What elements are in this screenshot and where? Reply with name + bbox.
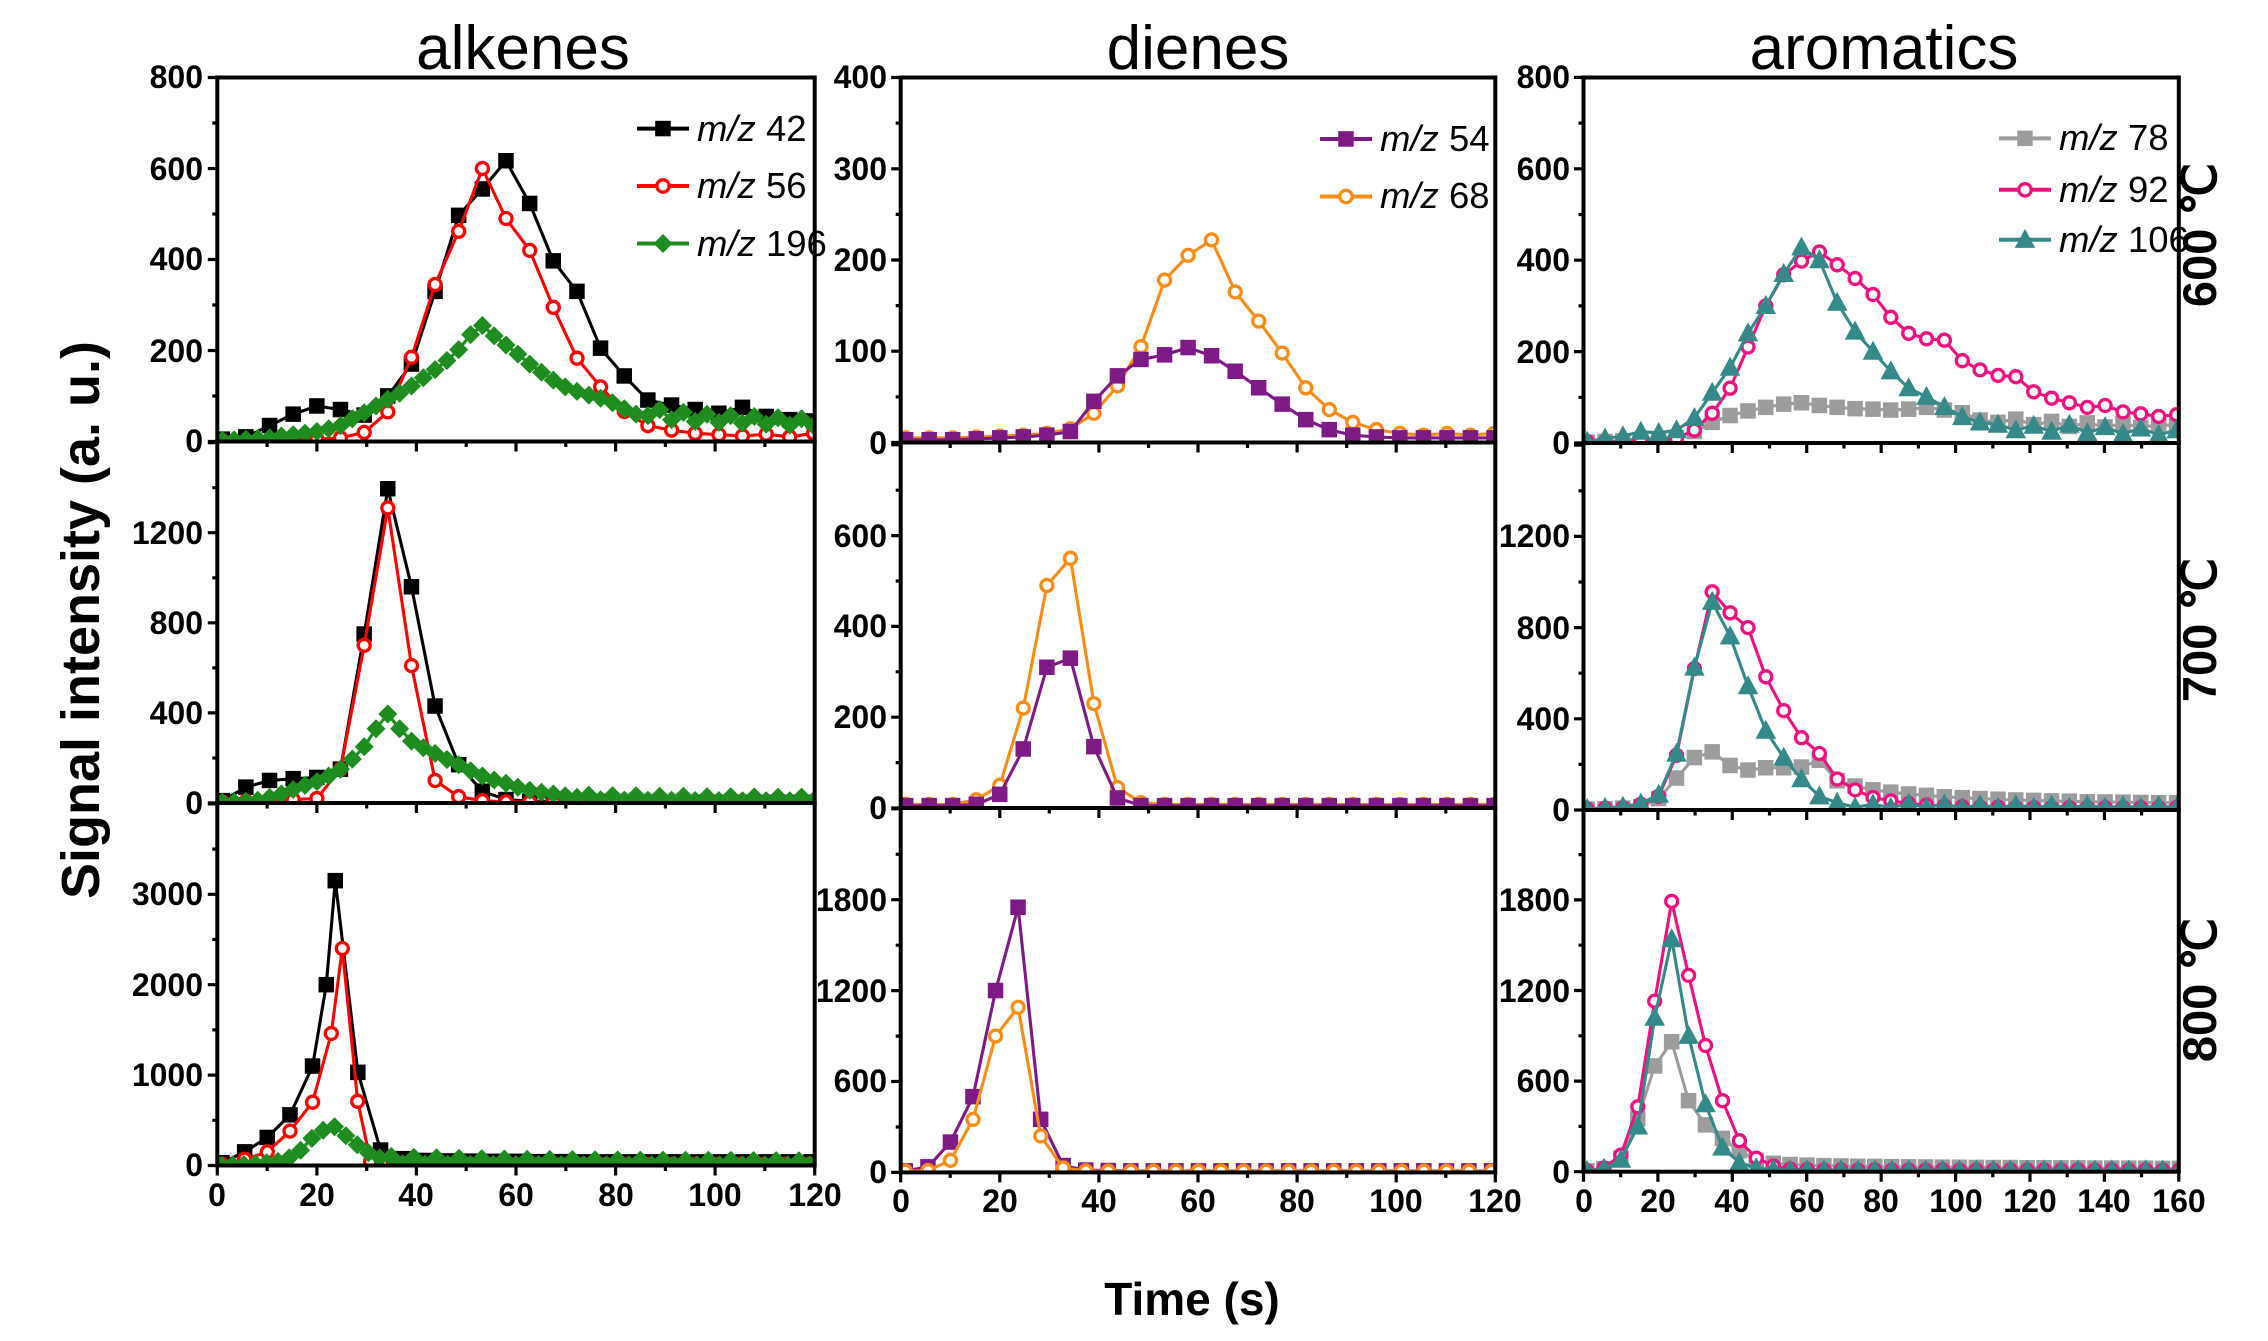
svg-text:m/z 106: m/z 106 (2059, 219, 2189, 260)
svg-text:100: 100 (834, 333, 887, 369)
svg-text:0: 0 (1575, 1183, 1593, 1219)
svg-text:0: 0 (1552, 792, 1570, 828)
svg-text:1000: 1000 (132, 1057, 203, 1093)
svg-text:800 ℃: 800 ℃ (2173, 918, 2226, 1062)
svg-text:100: 100 (1929, 1183, 1982, 1219)
svg-text:0: 0 (185, 1147, 203, 1183)
svg-text:140: 140 (2077, 1183, 2130, 1219)
svg-text:600: 600 (1517, 151, 1570, 187)
svg-text:800: 800 (1517, 59, 1570, 95)
svg-text:20: 20 (982, 1183, 1018, 1219)
svg-text:400: 400 (1517, 701, 1570, 737)
svg-text:300: 300 (834, 151, 887, 187)
svg-text:200: 200 (834, 242, 887, 278)
svg-text:400: 400 (150, 695, 203, 731)
svg-text:200: 200 (150, 333, 203, 369)
svg-text:600: 600 (150, 151, 203, 187)
svg-text:60: 60 (1789, 1183, 1825, 1219)
svg-text:800: 800 (1517, 610, 1570, 646)
svg-text:0: 0 (208, 1177, 226, 1213)
svg-text:100: 100 (688, 1177, 741, 1213)
svg-text:120: 120 (1468, 1183, 1521, 1219)
svg-text:700 ℃: 700 ℃ (2173, 558, 2226, 702)
svg-text:200: 200 (1517, 334, 1570, 370)
svg-text:1800: 1800 (816, 882, 887, 918)
svg-text:100: 100 (1369, 1183, 1422, 1219)
svg-text:m/z 54: m/z 54 (1380, 118, 1490, 159)
svg-text:m/z 56: m/z 56 (697, 165, 807, 206)
svg-text:400: 400 (1517, 242, 1570, 278)
svg-text:20: 20 (299, 1177, 335, 1213)
svg-text:1200: 1200 (1499, 973, 1570, 1009)
svg-text:800: 800 (150, 59, 203, 95)
svg-text:600: 600 (834, 1063, 887, 1099)
svg-text:0: 0 (869, 425, 887, 461)
svg-text:0: 0 (185, 423, 203, 459)
svg-text:200: 200 (834, 699, 887, 735)
svg-text:1200: 1200 (816, 973, 887, 1009)
svg-text:m/z 78: m/z 78 (2059, 117, 2169, 158)
svg-text:20: 20 (1640, 1183, 1676, 1219)
svg-text:800: 800 (150, 605, 203, 641)
svg-text:0: 0 (1552, 425, 1570, 461)
svg-text:80: 80 (1279, 1183, 1315, 1219)
svg-text:60: 60 (498, 1177, 534, 1213)
svg-text:m/z 42: m/z 42 (697, 108, 807, 149)
svg-text:aromatics: aromatics (1750, 14, 2019, 83)
svg-text:0: 0 (185, 785, 203, 821)
svg-text:0: 0 (869, 790, 887, 826)
svg-text:m/z 92: m/z 92 (2059, 169, 2169, 210)
svg-text:40: 40 (1714, 1183, 1750, 1219)
svg-text:400: 400 (150, 241, 203, 277)
svg-text:120: 120 (2003, 1183, 2056, 1219)
svg-text:40: 40 (1081, 1183, 1117, 1219)
svg-text:m/z 196: m/z 196 (697, 223, 827, 264)
svg-text:400: 400 (834, 59, 887, 95)
svg-text:alkenes: alkenes (416, 14, 630, 83)
svg-text:dienes: dienes (1107, 14, 1290, 83)
svg-text:1200: 1200 (1499, 518, 1570, 554)
svg-text:0: 0 (869, 1154, 887, 1190)
svg-text:2000: 2000 (132, 967, 203, 1003)
svg-text:m/z 68: m/z 68 (1380, 175, 1490, 216)
svg-text:1800: 1800 (1499, 882, 1570, 918)
svg-text:3000: 3000 (132, 876, 203, 912)
svg-text:0: 0 (892, 1183, 910, 1219)
svg-text:Time (s): Time (s) (1104, 1273, 1280, 1325)
svg-text:1200: 1200 (132, 515, 203, 551)
svg-text:600: 600 (834, 518, 887, 554)
svg-text:600 ℃: 600 ℃ (2173, 163, 2226, 307)
svg-text:80: 80 (1863, 1183, 1899, 1219)
svg-text:600: 600 (1517, 1063, 1570, 1099)
svg-text:40: 40 (398, 1177, 434, 1213)
svg-text:80: 80 (598, 1177, 634, 1213)
svg-text:Signal intensity (a. u.): Signal intensity (a. u.) (51, 341, 111, 899)
svg-text:400: 400 (834, 608, 887, 644)
svg-text:120: 120 (788, 1177, 841, 1213)
svg-text:60: 60 (1180, 1183, 1216, 1219)
svg-text:160: 160 (2152, 1183, 2205, 1219)
svg-text:0: 0 (1552, 1154, 1570, 1190)
